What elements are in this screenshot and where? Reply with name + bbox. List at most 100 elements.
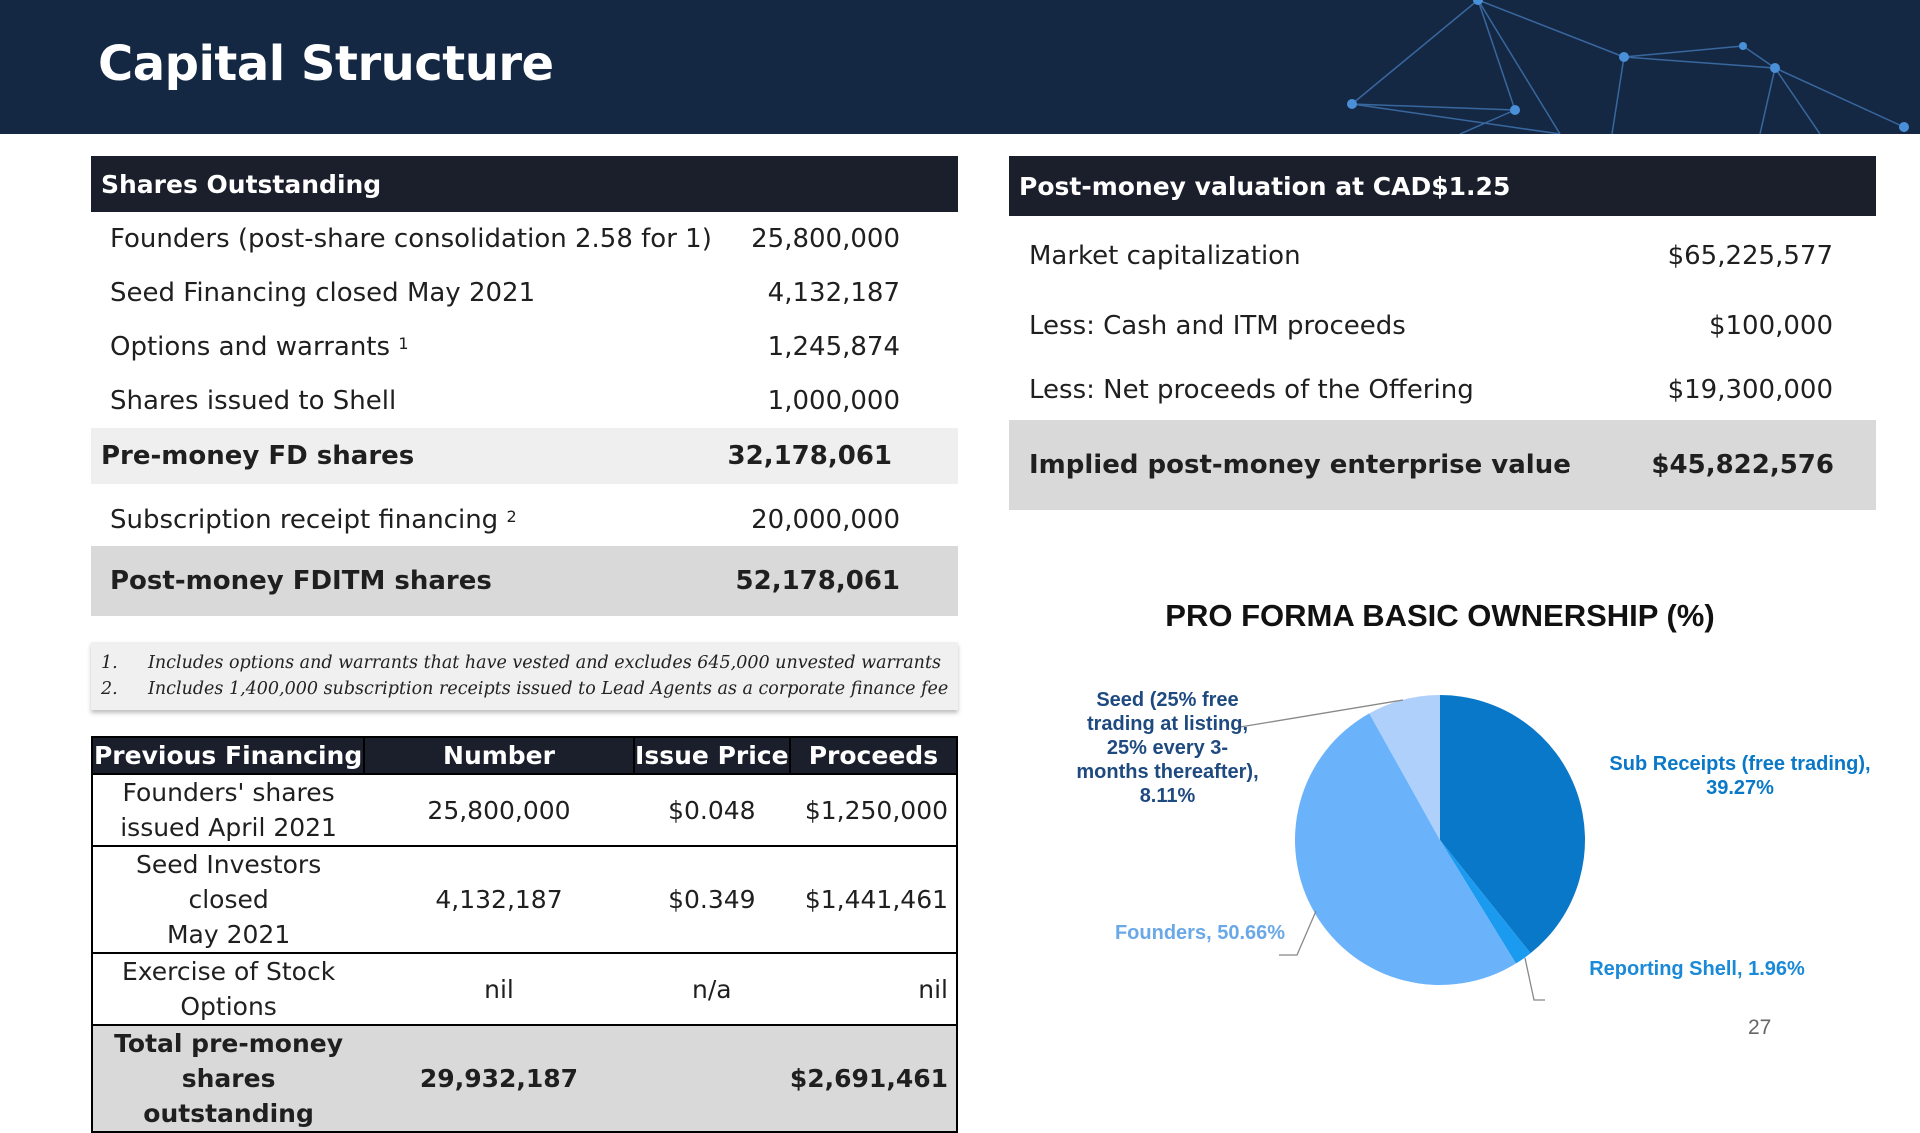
financing-price: $0.048 (633, 773, 790, 847)
label-founders: Founders, 50.66% (1100, 921, 1300, 945)
chart-title: PRO FORMA BASIC OWNERSHIP (%) (1165, 598, 1715, 633)
shares-row-label: Options and warrants (110, 332, 399, 362)
financing-price: n/a (633, 952, 790, 1026)
previous-financing-table: Previous Financing Number Issue Price Pr… (90, 736, 959, 1133)
financing-name-line: Exercise of Stock (121, 957, 336, 986)
shares-row: Founders (post-share consolidation 2.58 … (91, 212, 958, 266)
pie-slice-sub (1440, 695, 1586, 954)
page-number: 27 (1748, 1016, 1772, 1039)
postmoney-row: Post-money FDITM shares 52,178,061 (91, 546, 958, 616)
valuation-value: $19,300,000 (1667, 375, 1833, 405)
financing-name-line: Options (180, 992, 277, 1021)
valuation-row: Less: Cash and ITM proceeds $100,000 (1009, 298, 1876, 354)
label-line: 25% every 3- (1106, 737, 1229, 759)
shares-row: Seed Financing closed May 2021 4,132,187 (91, 266, 958, 320)
footnote-marker: 2 (506, 507, 517, 526)
pie-slice-reporting (1440, 840, 1531, 964)
financing-proceeds: nil (789, 952, 959, 1026)
shares-row-label: Shares issued to Shell (110, 386, 397, 416)
footnote: 2. Includes 1,400,000 subscription receip… (101, 679, 948, 699)
column-header: Proceeds (788, 736, 959, 775)
label-sub-receipts: Sub Receipts (free trading), 39.27% (1590, 752, 1890, 800)
pie-slice-seed (1369, 695, 1440, 840)
financing-name-line: issued April 2021 (120, 813, 337, 842)
premoney-row: Pre-money FD shares 32,178,061 (91, 428, 958, 484)
pie-slice-founders (1295, 713, 1516, 985)
shares-row-label-wrap: Options and warrants 1 (110, 332, 409, 362)
header-banner: Capital Structure (0, 0, 1920, 134)
shares-row-value: 1,000,000 (767, 386, 900, 416)
implied-value-row: Implied post-money enterprise value $45,… (1009, 420, 1876, 510)
implied-value-label: Implied post-money enterprise value (1029, 450, 1571, 480)
column-header: Number (363, 736, 635, 775)
shares-outstanding-heading: Shares Outstanding (91, 156, 958, 212)
shares-row-label: Seed Financing closed May 2021 (110, 278, 536, 308)
shares-row: Shares issued to Shell 1,000,000 (91, 374, 958, 428)
financing-price: $0.349 (633, 845, 790, 954)
table-row: Founders' shares issued April 2021 25,800… (90, 773, 959, 847)
table-total-row: Total pre-money shares outstanding 29,932… (90, 1024, 959, 1133)
valuation-value: $65,225,577 (1667, 241, 1833, 271)
financing-name: Exercise of Stock Options (90, 952, 365, 1026)
footnotes-box: 1. Includes options and warrants that hav… (91, 642, 958, 710)
financing-price (633, 1024, 790, 1133)
shares-row-label: Founders (post-share consolidation 2.58 … (110, 224, 712, 254)
financing-name-line: shares outstanding (143, 1064, 314, 1128)
premoney-label: Pre-money FD shares (101, 441, 415, 471)
label-seed: Seed (25% free trading at listing, 25% e… (1060, 688, 1275, 808)
table-header-row: Previous Financing Number Issue Price Pr… (90, 736, 959, 775)
shares-row: Options and warrants 1 1,245,874 (91, 320, 958, 374)
financing-proceeds: $1,441,461 (789, 845, 959, 954)
subscription-row: Subscription receipt financing 2 20,000,… (91, 492, 958, 548)
shares-row-value: 1,245,874 (767, 332, 900, 362)
financing-number: 25,800,000 (364, 773, 634, 847)
financing-name: Total pre-money shares outstanding (90, 1024, 365, 1133)
leader-line-shell (1524, 957, 1545, 1001)
implied-value-value: $45,822,576 (1651, 450, 1834, 480)
financing-name-line: Founders' shares (122, 778, 335, 807)
column-header: Previous Financing (90, 736, 366, 775)
footnote-number: 2. (101, 679, 118, 699)
footnote-marker: 1 (398, 334, 409, 353)
financing-number: 4,132,187 (364, 845, 634, 954)
column-header: Issue Price (632, 736, 791, 775)
financing-name-line: Seed Investors closed (135, 850, 322, 914)
financing-name: Seed Investors closed May 2021 (90, 845, 365, 954)
financing-name: Founders' shares issued April 2021 (90, 773, 365, 847)
valuation-heading: Post-money valuation at CAD$1.25 (1009, 156, 1876, 216)
financing-name-line: Total pre-money (114, 1029, 344, 1058)
shares-row-value: 25,800,000 (751, 224, 900, 254)
financing-proceeds: $2,691,461 (789, 1024, 959, 1133)
label-line: Reporting Shell, 1.96% (1589, 958, 1805, 980)
subscription-label-wrap: Subscription receipt financing 2 (110, 505, 517, 535)
valuation-label: Market capitalization (1029, 241, 1301, 271)
label-line: months thereafter), (1076, 761, 1259, 783)
label-line: trading at listing, (1086, 713, 1249, 735)
label-reporting-shell: Reporting Shell, 1.96% (1572, 957, 1822, 981)
valuation-label: Less: Cash and ITM proceeds (1029, 311, 1406, 341)
subscription-value: 20,000,000 (751, 505, 900, 535)
footnote-text: Includes options and warrants that have … (148, 653, 941, 673)
shares-row-value: 4,132,187 (767, 278, 900, 308)
footnote-number: 1. (101, 653, 118, 673)
financing-number: 29,932,187 (364, 1024, 634, 1133)
financing-number: nil (364, 952, 634, 1026)
valuation-row: Market capitalization $65,225,577 (1009, 228, 1876, 284)
premoney-value: 32,178,061 (727, 441, 892, 471)
label-line: 39.27% (1706, 777, 1774, 799)
label-line: 8.11% (1139, 785, 1196, 807)
valuation-row: Less: Net proceeds of the Offering $19,3… (1009, 362, 1876, 418)
table-row: Seed Investors closed May 2021 4,132,187 … (90, 845, 959, 954)
valuation-value: $100,000 (1708, 311, 1833, 341)
table-row: Exercise of Stock Options nil n/a nil (90, 952, 959, 1026)
label-line: Sub Receipts (free trading), (1609, 753, 1871, 775)
label-line: Founders, 50.66% (1114, 922, 1286, 944)
label-line: Seed (25% free (1096, 689, 1239, 711)
financing-name-line: May 2021 (166, 920, 291, 949)
footnote-text: Includes 1,400,000 subscription receipts… (148, 679, 949, 699)
financing-proceeds: $1,250,000 (789, 773, 959, 847)
valuation-label: Less: Net proceeds of the Offering (1029, 375, 1474, 405)
network-decoration (1347, 0, 1909, 134)
footnote: 1. Includes options and warrants that hav… (101, 653, 941, 673)
postmoney-value: 52,178,061 (735, 566, 900, 596)
